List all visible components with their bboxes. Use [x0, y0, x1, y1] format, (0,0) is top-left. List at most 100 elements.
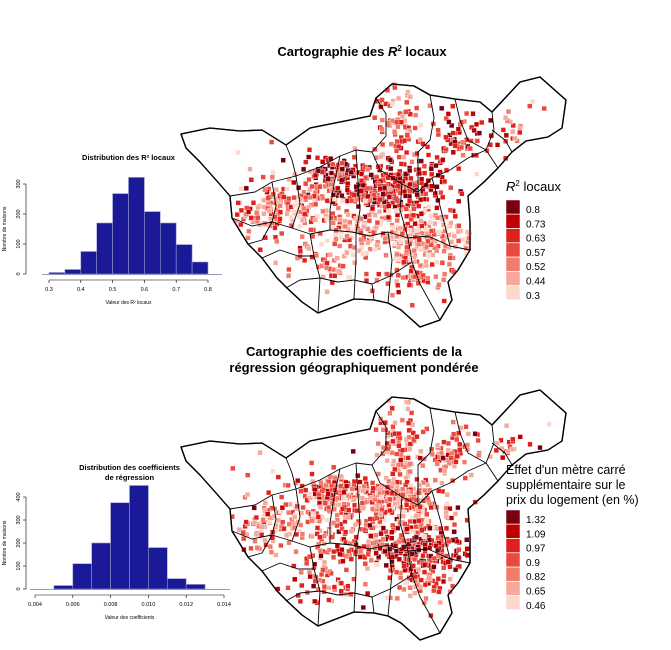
map-point	[442, 178, 448, 185]
map-point	[416, 482, 423, 488]
map-point	[279, 505, 285, 511]
map-point	[302, 257, 308, 263]
map-point	[387, 575, 393, 581]
map-point	[414, 476, 420, 482]
map-point	[399, 113, 405, 119]
map-point	[407, 94, 413, 100]
map-point	[439, 260, 445, 266]
map-point	[370, 485, 376, 491]
map-point	[398, 207, 404, 213]
map-point	[382, 548, 388, 554]
histogram-y-tick-label: 300	[16, 515, 22, 524]
map-point	[337, 217, 343, 223]
map-point	[334, 512, 340, 518]
map-point	[306, 147, 313, 153]
r2-map-title: Cartographie des R2 locaux	[277, 44, 447, 59]
map-point	[404, 479, 410, 485]
map-point	[407, 468, 413, 475]
map-point	[277, 209, 283, 215]
map-point	[406, 541, 412, 547]
coef-map-title-line1: Cartographie des coefficients de la	[246, 344, 463, 359]
map-point	[399, 417, 405, 423]
map-point	[411, 437, 417, 443]
map-point	[373, 224, 379, 230]
map-boundary	[291, 175, 301, 229]
map-point	[404, 239, 410, 245]
map-point	[389, 554, 396, 560]
map-point	[324, 198, 330, 204]
map-point	[423, 259, 429, 265]
map-boundary	[371, 97, 387, 153]
map-point	[359, 495, 365, 501]
map-point	[361, 526, 368, 533]
map-point	[321, 533, 327, 539]
map-point	[406, 557, 412, 563]
map-point	[419, 176, 425, 182]
map-point	[418, 577, 424, 583]
map-boundary	[271, 181, 277, 223]
map-boundary	[399, 496, 409, 552]
map-point	[317, 548, 323, 554]
map-boundary	[399, 183, 409, 239]
map-point	[362, 561, 368, 567]
histogram-x-tick-label: 0.010	[142, 602, 156, 608]
map-point	[307, 574, 313, 580]
map-point	[438, 525, 444, 532]
map-point	[320, 567, 326, 573]
map-point	[427, 219, 433, 225]
map-point	[374, 503, 381, 509]
map-point	[285, 585, 291, 591]
map-boundary	[371, 596, 375, 614]
map-point	[420, 463, 426, 469]
map-point	[389, 529, 395, 535]
map-point	[383, 475, 389, 481]
map-point	[424, 426, 430, 432]
map-point	[331, 584, 337, 590]
map-boundary	[247, 534, 273, 558]
map-point	[303, 487, 309, 493]
map-point	[384, 440, 390, 446]
map-point	[355, 518, 361, 524]
map-point	[277, 203, 283, 209]
map-point	[418, 211, 424, 217]
map-point	[253, 531, 259, 537]
map-point	[324, 216, 330, 222]
map-point	[394, 138, 400, 145]
map-point	[344, 250, 350, 256]
map-point	[396, 154, 402, 160]
map-point	[396, 256, 402, 262]
histogram-y-tick-label: 300	[16, 179, 22, 188]
map-point	[428, 228, 435, 234]
map-point	[454, 453, 460, 459]
map-point	[410, 212, 417, 218]
map-point	[475, 437, 481, 444]
map-point	[298, 488, 304, 494]
map-point	[450, 478, 456, 484]
r2-map	[180, 76, 567, 328]
map-point	[474, 171, 480, 177]
map-point	[419, 223, 425, 229]
map-point	[365, 590, 371, 597]
map-boundary	[371, 151, 419, 193]
map-point	[378, 531, 384, 537]
map-point	[493, 447, 499, 453]
map-point	[443, 146, 449, 153]
map-point	[389, 405, 395, 411]
map-point	[407, 227, 413, 234]
map-point	[407, 257, 413, 263]
map-point	[367, 522, 373, 528]
map-point	[358, 178, 365, 184]
map-point	[348, 169, 354, 175]
map-point	[452, 143, 458, 149]
map-point	[342, 223, 348, 230]
map-point	[390, 471, 396, 477]
map-point	[245, 472, 251, 478]
map-point	[330, 220, 336, 226]
map-point	[429, 183, 435, 189]
map-point	[293, 549, 299, 555]
map-point	[393, 208, 399, 214]
map-point	[414, 150, 420, 157]
map-point	[517, 434, 523, 440]
map-point	[382, 235, 388, 242]
legend-swatch	[505, 524, 521, 539]
